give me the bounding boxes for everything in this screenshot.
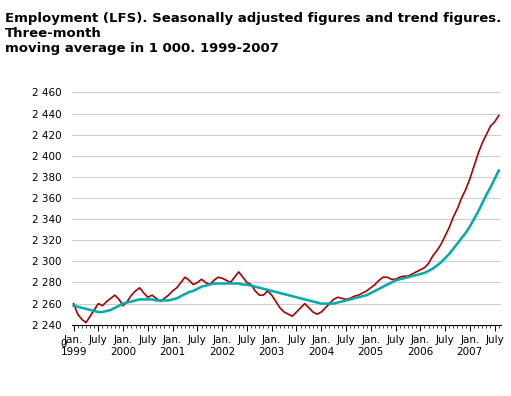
Line: Trend: Trend — [74, 171, 499, 312]
Seasonally adjusted — [285, 312, 291, 316]
Seasonally adjusted — [182, 275, 188, 280]
Line: Seasonally adjusted: Seasonally adjusted — [74, 116, 499, 323]
Trend — [496, 168, 502, 173]
Text: Employment (LFS). Seasonally adjusted figures and trend figures. Three-month
mov: Employment (LFS). Seasonally adjusted fi… — [5, 12, 501, 55]
Seasonally adjusted — [462, 187, 469, 192]
Seasonally adjusted — [496, 113, 502, 118]
Trend — [462, 230, 469, 235]
Seasonally adjusted — [87, 314, 93, 319]
Seasonally adjusted — [71, 301, 77, 306]
Trend — [182, 292, 188, 297]
Text: 0: 0 — [61, 339, 67, 349]
Seasonally adjusted — [483, 132, 490, 137]
Trend — [71, 303, 77, 308]
Seasonally adjusted — [198, 277, 204, 282]
Seasonally adjusted — [83, 320, 89, 325]
Trend — [483, 192, 490, 197]
Trend — [96, 310, 102, 314]
Trend — [198, 284, 204, 289]
Trend — [285, 293, 291, 297]
Trend — [83, 307, 89, 311]
